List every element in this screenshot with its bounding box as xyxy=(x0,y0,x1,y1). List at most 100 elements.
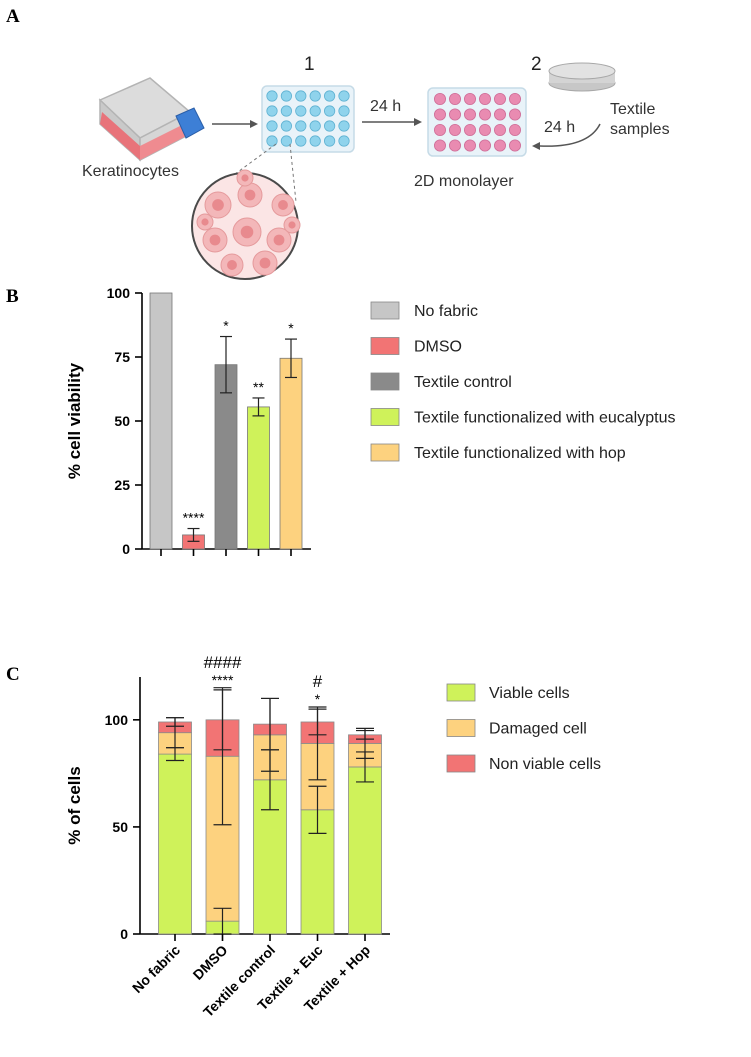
step-1-number: 1 xyxy=(304,54,315,75)
well-icon xyxy=(463,139,476,152)
cell-nucleus-icon xyxy=(241,174,249,182)
well-icon xyxy=(463,93,476,106)
y-tick-label: 50 xyxy=(112,819,128,835)
significance-label: **** xyxy=(212,672,234,688)
x-tick-label: No fabric xyxy=(129,942,183,996)
y-tick-label: 100 xyxy=(105,712,129,728)
well-icon xyxy=(323,90,336,102)
y-tick-label: 25 xyxy=(114,477,130,493)
significance-label: * xyxy=(223,318,229,334)
well-icon xyxy=(478,108,491,121)
well-icon xyxy=(338,105,350,117)
arrow-head-icon xyxy=(414,118,422,126)
well-icon xyxy=(338,120,350,132)
legend-label: Textile functionalized with hop xyxy=(414,445,626,462)
zoom-line-right xyxy=(289,143,297,203)
y-axis-title: % of cells xyxy=(65,766,84,844)
time-label-1: 24 h xyxy=(370,98,401,115)
well-icon xyxy=(323,120,336,132)
y-axis-title: % cell viability xyxy=(65,362,84,479)
well-icon xyxy=(266,135,278,147)
well-icon xyxy=(309,120,321,132)
well-icon xyxy=(266,90,278,102)
well-icon xyxy=(433,108,446,121)
well-icon xyxy=(266,105,278,117)
bar xyxy=(247,406,270,550)
well-plate-empty-icon xyxy=(261,85,355,153)
significance-label: * xyxy=(315,691,321,707)
cell-nucleus-icon xyxy=(209,234,221,246)
legend-swatch xyxy=(370,408,400,426)
well-icon xyxy=(280,120,292,132)
well-icon xyxy=(433,124,446,137)
well-icon xyxy=(478,124,491,137)
well-icon xyxy=(295,135,307,147)
well-icon xyxy=(493,108,506,121)
well-icon xyxy=(280,105,292,117)
well-icon xyxy=(266,120,278,132)
legend-swatch xyxy=(370,337,400,355)
cell-nucleus-icon xyxy=(278,200,288,210)
step-2-number: 2 xyxy=(531,54,542,75)
cell-nucleus-icon xyxy=(212,199,224,211)
legend-label: No fabric xyxy=(414,303,478,320)
y-tick-label: 50 xyxy=(114,413,130,429)
x-tick-label: DMSO xyxy=(190,942,231,983)
well-icon xyxy=(448,139,461,152)
well-icon xyxy=(338,90,350,102)
culture-flask-icon xyxy=(98,77,205,162)
well-icon xyxy=(493,139,506,152)
legend-swatch xyxy=(446,754,476,773)
cell-nucleus-icon xyxy=(201,218,209,226)
well-icon xyxy=(295,105,307,117)
arrow-head-icon xyxy=(250,120,258,128)
bar-segment xyxy=(348,766,382,935)
well-icon xyxy=(508,93,521,106)
well-icon xyxy=(448,124,461,137)
well-icon xyxy=(338,135,350,147)
legend-swatch xyxy=(446,683,476,702)
well-icon xyxy=(478,93,491,106)
cell-nucleus-icon xyxy=(259,257,271,269)
legend-label: Textile control xyxy=(414,374,512,391)
cell-nucleus-icon xyxy=(240,225,254,239)
cell-nucleus-icon xyxy=(227,260,237,270)
legend-label: Viable cells xyxy=(489,685,570,702)
y-tick-label: 75 xyxy=(114,349,130,365)
legend-swatch xyxy=(370,301,400,320)
well-icon xyxy=(493,93,506,106)
well-icon xyxy=(493,124,506,137)
significance-label: ** xyxy=(253,379,264,395)
arrow-head-icon xyxy=(532,142,540,150)
well-icon xyxy=(448,108,461,121)
y-tick-label: 100 xyxy=(107,285,131,301)
well-plate-seeded-icon xyxy=(427,87,527,157)
textile-label-line-1: Textile xyxy=(610,101,655,118)
cell-nucleus-icon xyxy=(244,189,256,201)
well-icon xyxy=(280,135,292,147)
well-icon xyxy=(323,105,336,117)
legend-label: Non viable cells xyxy=(489,756,601,773)
legend-swatch xyxy=(370,443,400,462)
legend-label: Damaged cell xyxy=(489,721,587,738)
legend-swatch xyxy=(370,372,400,391)
cell-nucleus-icon xyxy=(273,234,285,246)
well-icon xyxy=(295,90,307,102)
well-icon xyxy=(448,93,461,106)
bar xyxy=(149,292,173,550)
panel-letter-a: A xyxy=(6,6,20,27)
well-icon xyxy=(309,135,321,147)
cells-label: Keratinocytes xyxy=(82,163,179,180)
legend-swatch xyxy=(446,719,476,737)
well-icon xyxy=(478,139,491,152)
y-tick-label: 0 xyxy=(122,541,130,557)
well-icon xyxy=(280,90,292,102)
time-label-2: 24 h xyxy=(544,119,575,136)
well-icon xyxy=(433,93,446,106)
curved-arrow xyxy=(539,123,601,147)
significance-label: * xyxy=(288,320,294,336)
